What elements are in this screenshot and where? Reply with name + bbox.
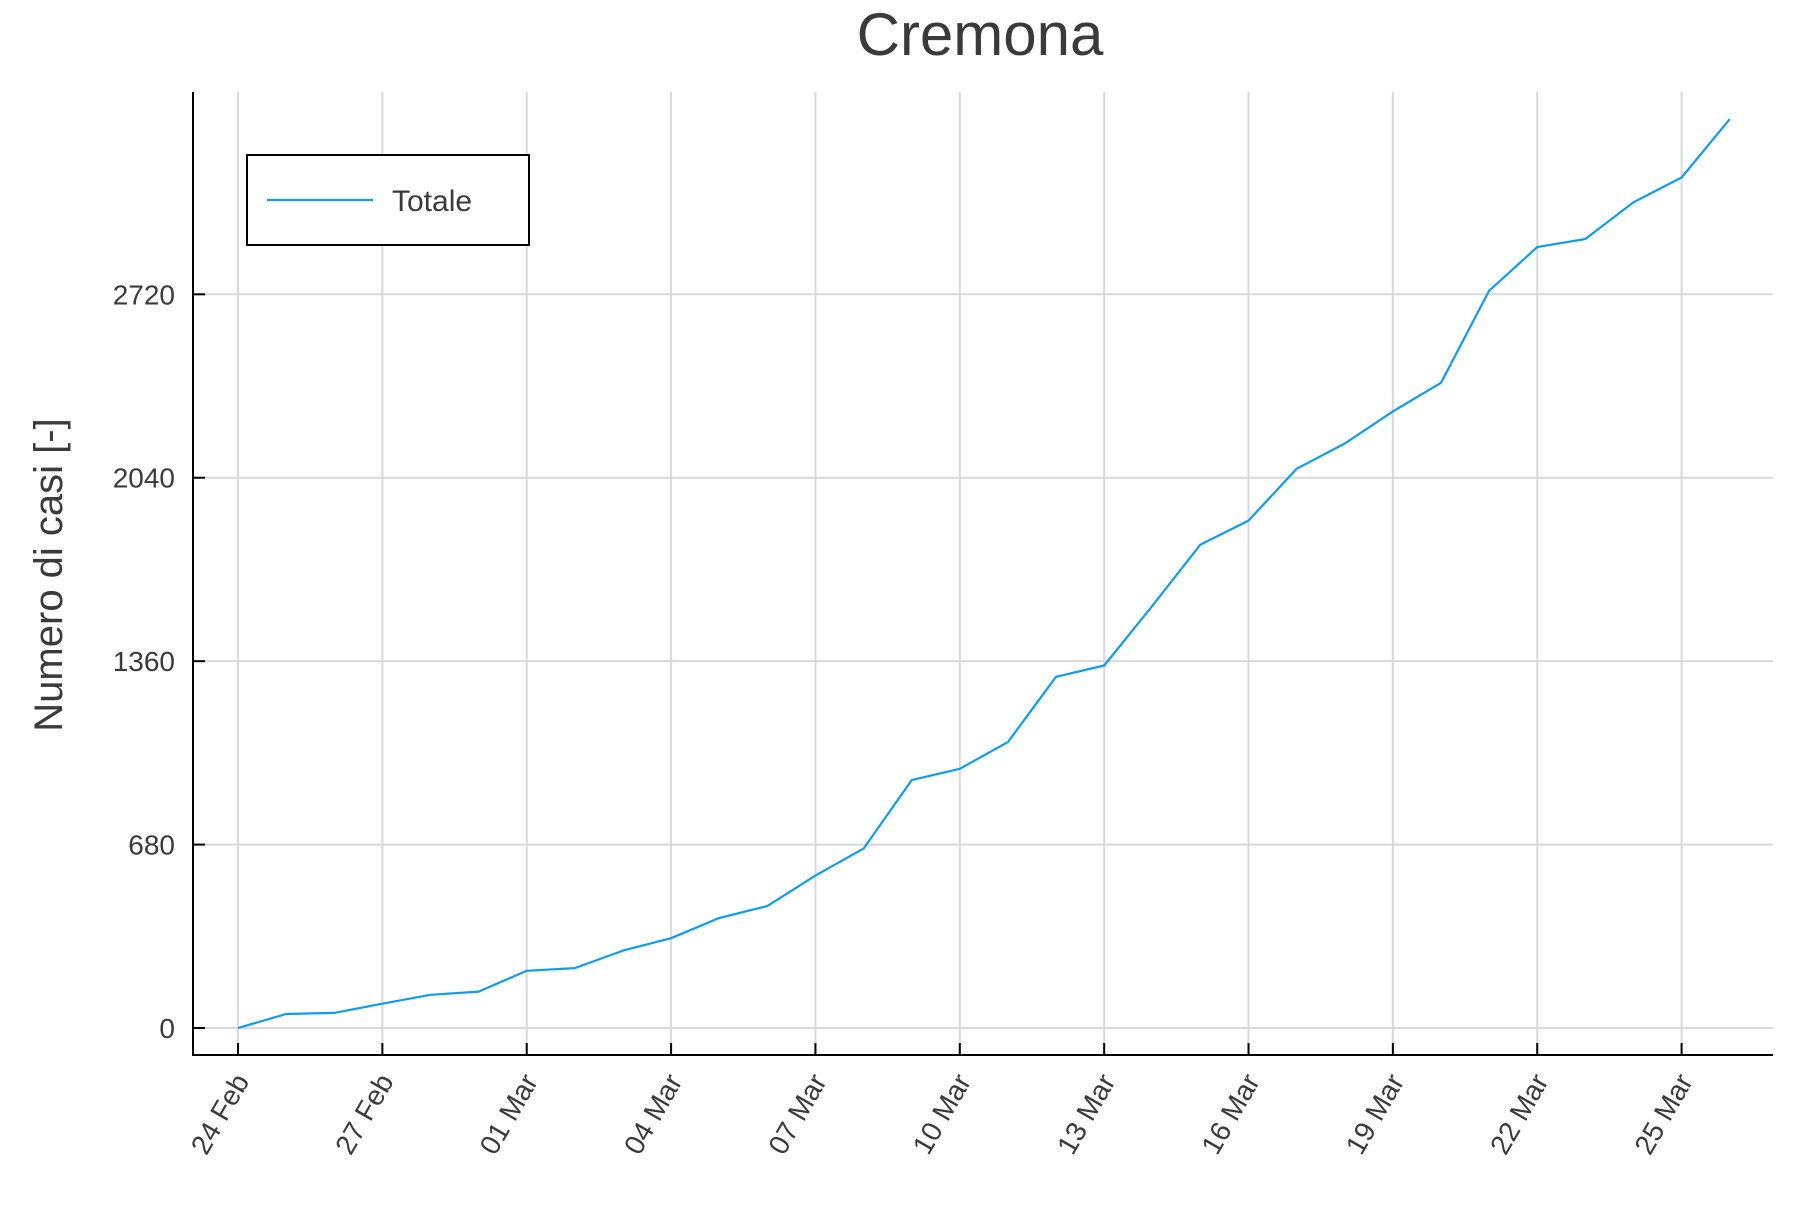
chart-title: Cremona [857, 1, 1104, 68]
x-tick-label: 13 Mar [1051, 1069, 1121, 1160]
grid-lines [193, 92, 1773, 1055]
x-tick-label: 22 Mar [1484, 1069, 1554, 1160]
legend: Totale [246, 154, 530, 246]
x-tick-label: 10 Mar [907, 1069, 977, 1160]
x-tick-label: 04 Mar [618, 1069, 688, 1160]
x-tick-label: 24 Feb [185, 1069, 255, 1160]
x-tick-label: 01 Mar [473, 1069, 543, 1160]
y-tick-label: 2720 [113, 279, 175, 310]
y-tick-label: 2040 [113, 463, 175, 494]
x-tick-label: 19 Mar [1340, 1069, 1410, 1160]
x-tick-label: 16 Mar [1195, 1069, 1265, 1160]
x-tick-label: 25 Mar [1628, 1069, 1698, 1160]
y-tick-label: 680 [128, 830, 175, 861]
axes [192, 92, 1773, 1056]
y-tick-label: 0 [159, 1013, 175, 1044]
series-lines [237, 118, 1731, 1030]
x-tick-label: 27 Feb [329, 1069, 399, 1160]
legend-box [246, 154, 530, 246]
y-tick-label: 1360 [113, 646, 175, 677]
legend-label: Totale [392, 185, 472, 218]
axis-frame [192, 92, 1773, 1056]
y-axis-label: Numero di casi [-] [27, 418, 71, 731]
series-line-0 [237, 118, 1731, 1030]
x-tick-label: 07 Mar [762, 1069, 832, 1160]
